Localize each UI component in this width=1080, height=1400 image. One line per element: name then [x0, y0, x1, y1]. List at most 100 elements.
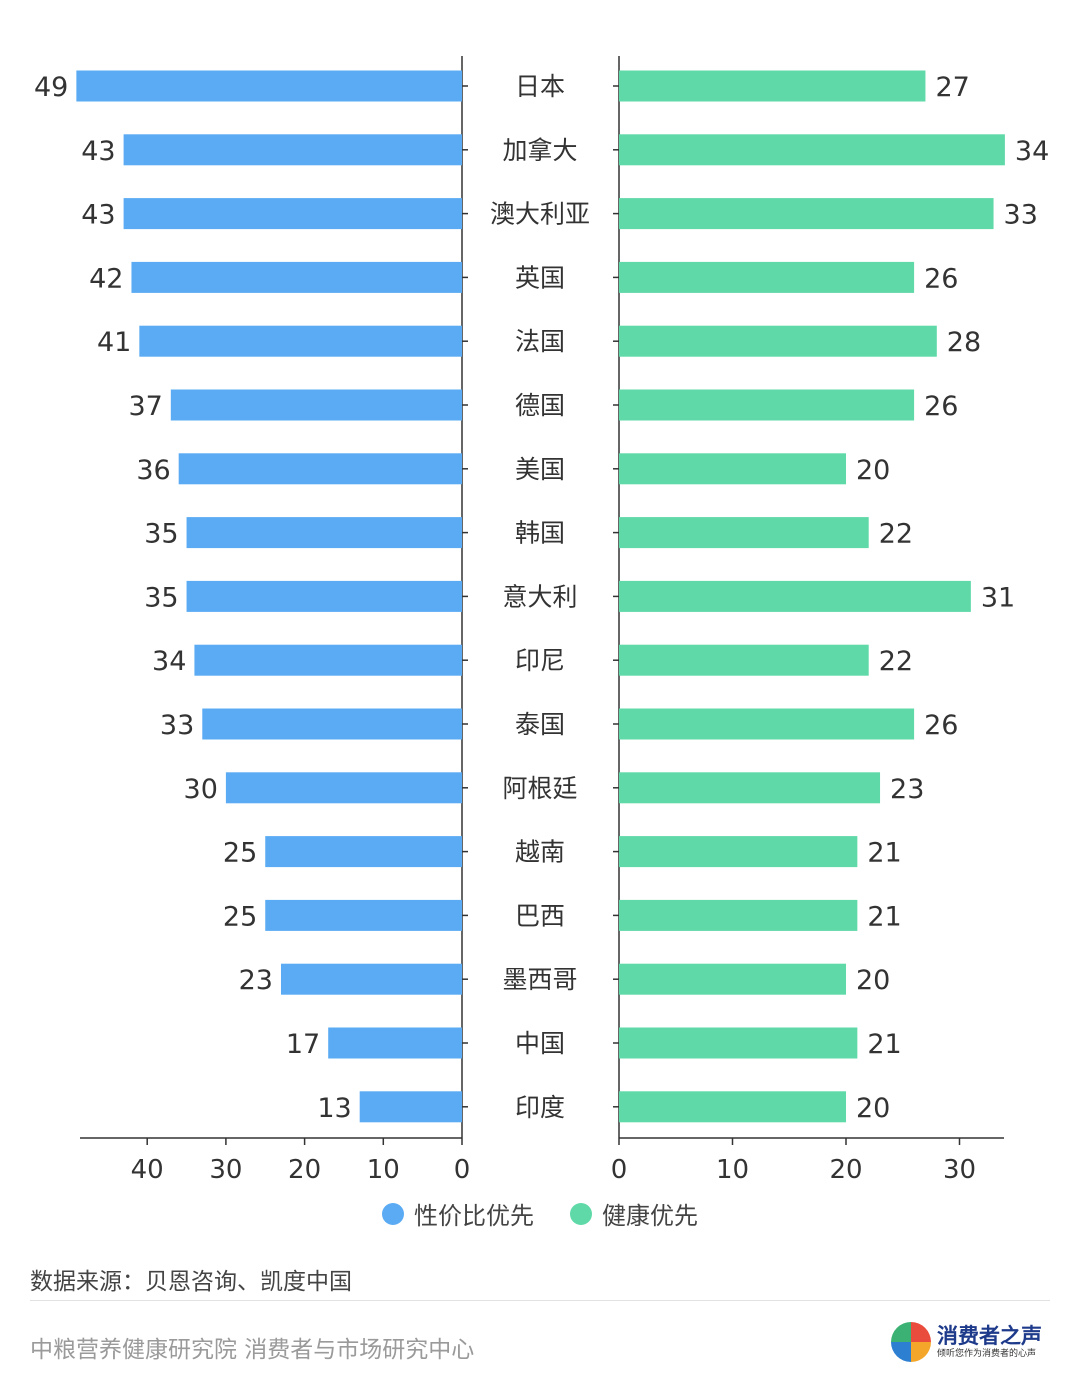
legend-swatch-health [570, 1202, 592, 1225]
category-label: 墨西哥 [502, 965, 577, 994]
bar-health [619, 389, 915, 421]
data-label-price: 35 [144, 519, 178, 550]
legend-label-price: 性价比优先 [414, 1202, 534, 1230]
bar-health [619, 963, 846, 995]
category-label: 英国 [515, 263, 565, 292]
data-label-health: 26 [924, 710, 958, 741]
left-x-tick-label: 30 [209, 1155, 242, 1185]
data-label-health: 20 [856, 1093, 890, 1124]
data-source: 数据来源：贝恩咨询、凯度中国 [30, 1269, 352, 1295]
data-label-health: 26 [924, 391, 958, 422]
data-label-health: 33 [1004, 200, 1038, 231]
bar-health [619, 134, 1005, 166]
bar-health [619, 836, 858, 868]
bar-price [359, 1091, 462, 1123]
bar-price [225, 772, 462, 804]
category-label: 德国 [515, 391, 565, 420]
category-label: 日本 [515, 72, 565, 101]
bar-price [328, 1027, 462, 1059]
data-label-health: 21 [867, 1029, 901, 1060]
data-label-health: 22 [879, 519, 913, 550]
bar-health [619, 772, 881, 804]
brand-logo: 消费者之声 倾听您作为消费者的心声 [891, 1322, 1042, 1362]
bar-price [265, 836, 462, 868]
data-label-price: 42 [89, 263, 123, 294]
data-label-price: 34 [152, 646, 186, 677]
data-label-price: 23 [239, 965, 273, 996]
data-label-health: 27 [935, 72, 969, 103]
bar-price [123, 134, 462, 166]
data-label-health: 20 [856, 965, 890, 996]
legend-label-health: 健康优先 [602, 1202, 698, 1230]
bar-price [178, 453, 462, 485]
data-label-price: 35 [144, 582, 178, 613]
category-label: 意大利 [502, 582, 577, 611]
bar-price [265, 899, 462, 931]
divider [30, 1300, 1050, 1301]
left-x-tick-label: 40 [131, 1155, 164, 1185]
data-label-health: 31 [981, 582, 1015, 613]
data-label-price: 36 [136, 455, 170, 486]
left-x-tick-label: 20 [288, 1155, 321, 1185]
category-label: 印尼 [515, 646, 565, 675]
category-label: 印度 [515, 1093, 565, 1122]
bar-health [619, 644, 869, 676]
bar-health [619, 1091, 846, 1123]
category-label: 中国 [515, 1029, 565, 1058]
bar-price [139, 325, 462, 357]
bar-price [131, 261, 462, 293]
data-label-price: 25 [223, 901, 257, 932]
right-x-tick-label: 10 [716, 1155, 749, 1185]
left-x-tick-label: 0 [454, 1155, 471, 1185]
data-label-health: 28 [947, 327, 981, 358]
category-label: 法国 [515, 327, 565, 356]
data-label-price: 17 [286, 1029, 320, 1060]
logo-icon [891, 1322, 931, 1362]
bar-health [619, 517, 869, 549]
bar-price [123, 198, 462, 230]
data-label-price: 37 [128, 391, 162, 422]
bar-health [619, 453, 846, 485]
bar-price [194, 644, 463, 676]
data-label-health: 22 [879, 646, 913, 677]
category-label: 巴西 [515, 901, 565, 930]
bar-price [202, 708, 463, 740]
data-label-health: 23 [890, 774, 924, 805]
bar-price [186, 580, 463, 612]
bar-health [619, 708, 915, 740]
legend-item-price[interactable]: 性价比优先 [382, 1196, 534, 1231]
data-label-price: 41 [97, 327, 131, 358]
data-label-price: 25 [223, 838, 257, 869]
category-label: 澳大利亚 [490, 200, 590, 229]
bar-price [280, 963, 462, 995]
bar-price [186, 517, 463, 549]
data-label-health: 21 [867, 838, 901, 869]
logo-tagline: 倾听您作为消费者的心声 [937, 1349, 1037, 1359]
category-label: 加拿大 [502, 136, 577, 165]
butterfly-bar-chart: 49 27 日本 43 34 加拿大 43 33 澳大利亚 42 26 英国 41 28 法国 37 26 德国 3… [34, 56, 1049, 1185]
data-label-price: 30 [184, 774, 218, 805]
category-label: 美国 [515, 455, 565, 484]
right-x-tick-label: 30 [943, 1155, 976, 1185]
data-label-health: 34 [1015, 136, 1049, 167]
bar-price [170, 389, 462, 421]
legend-swatch-price [382, 1202, 404, 1225]
bar-health [619, 1027, 858, 1059]
left-x-tick-label: 10 [367, 1155, 400, 1185]
data-label-price: 13 [317, 1093, 351, 1124]
data-label-price: 49 [34, 72, 68, 103]
legend: 性价比优先 健康优先 [0, 1196, 1080, 1231]
data-label-health: 20 [856, 455, 890, 486]
bar-health [619, 198, 994, 230]
legend-item-health[interactable]: 健康优先 [570, 1196, 698, 1231]
bar-price [76, 70, 463, 102]
bar-health [619, 325, 937, 357]
category-label: 泰国 [515, 710, 565, 739]
bar-health [619, 261, 915, 293]
category-label: 韩国 [515, 519, 565, 548]
right-x-tick-label: 0 [611, 1155, 628, 1185]
footer-institution: 中粮营养健康研究院 消费者与市场研究中心 [30, 1337, 475, 1363]
data-label-price: 43 [81, 200, 115, 231]
logo-name: 消费者之声 [937, 1324, 1042, 1348]
category-label: 越南 [515, 838, 565, 867]
